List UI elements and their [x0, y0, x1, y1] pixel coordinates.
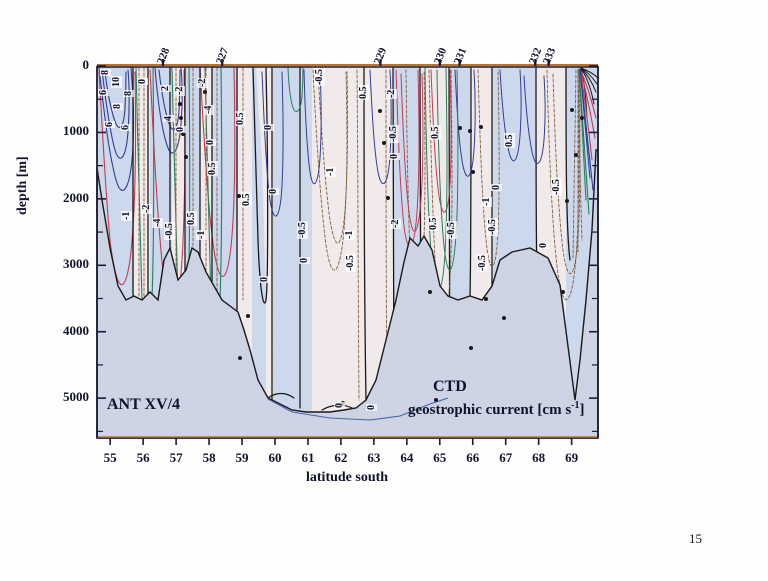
x-axis-tick-label: 56	[136, 450, 150, 465]
y-axis-tick-label: 4000	[63, 322, 89, 338]
contour-label: 0.5	[428, 216, 439, 231]
y-axis-tick-label: 0	[82, 57, 90, 72]
contour-label: 0	[205, 139, 216, 146]
contour-label: 0	[299, 257, 310, 264]
contour-label: 0.5	[241, 192, 252, 207]
x-axis-tick-label: 61	[301, 450, 315, 465]
y-axis-tick-label: 5000	[63, 389, 89, 405]
contour-label: 8	[100, 69, 111, 76]
contour-label: 0.5	[358, 85, 369, 100]
contour-label: -1	[481, 196, 492, 207]
x-axis-tick-label: 68	[532, 450, 546, 465]
contour-label: 6	[120, 124, 131, 131]
contour-label: 0	[137, 78, 148, 85]
contour-label: 0	[538, 242, 549, 249]
contour-label: -4	[152, 217, 163, 228]
contour-label: -0.5	[164, 222, 175, 240]
contour-label: 8	[112, 103, 123, 110]
contour-label: 6	[104, 121, 115, 128]
quantity-exponent: -1	[571, 400, 580, 411]
instrument-annotation: CTD	[433, 378, 467, 395]
y-axis-tick-label: 1000	[63, 123, 89, 139]
contour-label: 0	[263, 124, 274, 131]
contour-label: 0.5	[504, 133, 515, 148]
contour-label: 0	[491, 184, 502, 191]
contour-label: -0.5	[297, 221, 308, 239]
x-axis-tick-label: 67	[499, 450, 513, 465]
contour-label: -0.5	[487, 218, 498, 236]
contour-label: 0.5	[207, 161, 218, 176]
quantity-close: ]	[579, 402, 585, 418]
quantity-annotation: geostrophic current [cm s-1]	[408, 400, 585, 419]
contour-label: 0.5	[430, 125, 441, 140]
contour-label: -1	[325, 166, 336, 177]
contour-label: -0.5	[477, 254, 488, 272]
contour-label: 0.5	[235, 111, 246, 126]
x-axis-tick-label: 63	[367, 450, 381, 465]
contour-label: -0.5	[314, 68, 325, 86]
x-axis-tick-label: 55	[103, 450, 117, 465]
x-axis-tick-label: 65	[433, 450, 447, 465]
x-axis-tick-label: 60	[268, 450, 282, 465]
contour-label: 0	[366, 404, 377, 411]
contour-label: -4	[203, 104, 214, 115]
cruise-annotation: ANT XV/4	[107, 396, 181, 413]
x-axis-tick-label: 64	[400, 450, 414, 465]
contour-label: -0.5	[388, 125, 399, 143]
y-axis-tick-label: 3000	[63, 256, 89, 272]
contour-label: -2	[197, 77, 208, 88]
contour-label: 0	[268, 188, 279, 195]
contour-label: 0	[175, 126, 186, 133]
contour-label: -1	[121, 210, 132, 221]
contour-label: -2	[174, 85, 185, 96]
contour-label: 8	[123, 90, 134, 97]
x-axis-tick-label: 58	[202, 450, 216, 465]
contour-label: 0.5	[186, 211, 197, 226]
contour-label: -0.5	[345, 254, 356, 272]
contour-label: -0.5	[551, 178, 562, 196]
quantity-text: geostrophic current [cm s	[408, 402, 572, 418]
contour-label: -2	[390, 218, 401, 229]
contour-label: 0	[334, 402, 345, 409]
contour-label: 0	[389, 153, 400, 160]
page-number: 15	[689, 531, 702, 546]
x-axis-tick-label: 66	[466, 450, 480, 465]
x-axis-tick-label: 57	[169, 450, 183, 465]
x-axis-tick-label: 69	[565, 450, 579, 465]
contour-label: -2	[141, 203, 152, 214]
contour-label: 6	[98, 89, 109, 96]
y-axis-tick-label: 2000	[63, 189, 89, 205]
x-axis-title: latitude south	[306, 470, 389, 485]
contour-label: -2	[386, 88, 397, 99]
contour-label: 2	[160, 85, 171, 92]
y-axis-title: depth [m]	[15, 156, 30, 215]
x-axis-tick-label: 62	[334, 450, 348, 465]
contour-label: -1	[344, 229, 355, 240]
contour-label: 4	[163, 115, 174, 122]
x-axis-tick-label: 59	[235, 450, 249, 465]
contour-label: -0.5	[446, 221, 457, 239]
contour-label: 0	[259, 276, 270, 283]
contour-label: -1	[196, 229, 207, 240]
contour-label: 10	[111, 76, 122, 88]
